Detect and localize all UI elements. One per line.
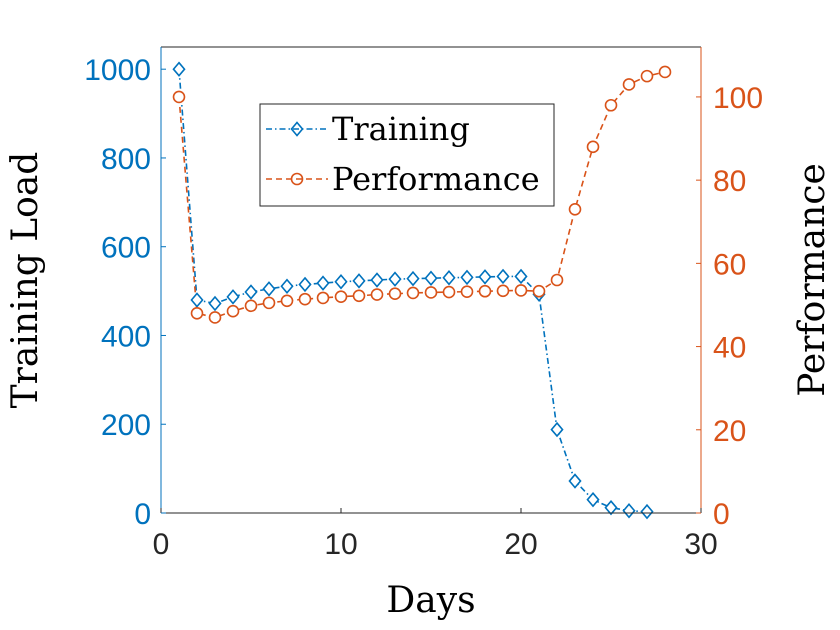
data-point-training — [568, 473, 582, 489]
data-point-training — [478, 269, 492, 285]
data-point-performance — [514, 284, 528, 297]
right-y-tick-label: 60 — [713, 248, 746, 281]
data-point-performance — [622, 78, 636, 91]
data-point-training — [316, 275, 330, 291]
x-tick-label: 20 — [504, 528, 537, 561]
data-point-training — [496, 268, 510, 285]
data-point-performance — [460, 285, 474, 298]
legend-performance-label: Performance — [332, 160, 540, 198]
data-point-training — [352, 273, 366, 289]
data-point-training — [586, 491, 600, 508]
data-point-training — [190, 292, 204, 308]
data-point-training — [244, 284, 258, 300]
data-point-training — [208, 295, 222, 312]
data-point-performance — [478, 284, 492, 298]
left-y-tick-label: 400 — [101, 320, 151, 353]
data-point-training — [388, 271, 402, 287]
data-point-training — [370, 272, 384, 288]
data-point-performance — [316, 291, 330, 305]
data-point-performance — [442, 285, 456, 299]
legend-training-marker — [290, 121, 304, 137]
data-point-training — [334, 274, 348, 290]
x-tick-label: 30 — [684, 528, 717, 561]
left-y-tick-label: 0 — [134, 498, 151, 531]
series-line-performance — [178, 71, 666, 319]
data-point-performance — [550, 273, 564, 287]
data-point-training — [280, 278, 294, 294]
data-point-performance — [406, 286, 420, 300]
right-y-tick-label: 0 — [713, 498, 730, 531]
axes — [160, 46, 702, 514]
data-point-performance — [208, 311, 222, 324]
left-y-tick-label: 800 — [101, 143, 151, 176]
data-point-training — [262, 281, 276, 297]
data-point-training — [298, 276, 312, 293]
data-point-performance — [370, 288, 384, 301]
data-point-performance — [280, 294, 294, 308]
data-point-training — [514, 268, 528, 285]
legend-performance-marker — [290, 172, 304, 186]
data-point-performance — [226, 304, 240, 318]
left-y-tick-label: 1000 — [84, 54, 151, 87]
data-point-performance — [352, 289, 366, 303]
data-point-training — [424, 270, 438, 286]
data-point-training — [172, 61, 186, 77]
left-y-tick-label: 200 — [101, 409, 151, 442]
series-markers — [172, 61, 672, 520]
data-point-performance — [496, 284, 510, 298]
data-point-performance — [424, 286, 438, 299]
data-point-performance — [388, 287, 402, 301]
right-y-tick-label: 80 — [713, 165, 746, 198]
legend-training-label: Training — [332, 110, 470, 148]
right-y-tick-label: 40 — [713, 332, 746, 365]
right-y-tick-label: 100 — [713, 82, 763, 115]
legend-box — [259, 103, 555, 207]
right-y-tick-label: 20 — [713, 415, 746, 448]
legend: Training Performance — [259, 103, 555, 207]
left-y-tick-label: 600 — [101, 232, 151, 265]
data-point-training — [442, 270, 456, 286]
data-point-performance — [604, 98, 618, 112]
data-point-training — [226, 289, 240, 305]
data-point-training — [406, 270, 420, 287]
x-axis-label: Days — [386, 580, 475, 621]
x-tick-label: 0 — [153, 528, 170, 561]
data-point-performance — [586, 140, 600, 154]
data-point-performance — [532, 284, 546, 298]
data-point-performance — [568, 202, 582, 216]
data-point-training — [640, 503, 654, 520]
data-point-performance — [334, 290, 348, 303]
data-point-training — [460, 269, 474, 286]
data-point-performance — [658, 65, 672, 79]
data-point-performance — [298, 292, 312, 306]
right-y-axis-label: Performance — [792, 163, 833, 397]
data-point-performance — [244, 299, 258, 313]
data-point-training — [550, 421, 564, 438]
data-point-performance — [190, 306, 204, 320]
data-point-performance — [262, 296, 276, 310]
data-point-performance — [640, 69, 654, 83]
data-point-training — [604, 499, 618, 516]
left-y-axis-label: Training Load — [5, 152, 46, 409]
data-point-performance — [172, 90, 186, 104]
data-point-training — [622, 503, 636, 519]
x-tick-label: 10 — [324, 528, 357, 561]
